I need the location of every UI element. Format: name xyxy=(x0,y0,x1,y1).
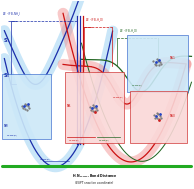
Text: ZPE$_{\rm FBI(S_1)}$: ZPE$_{\rm FBI(S_1)}$ xyxy=(112,95,124,101)
Text: ZPE$_{\rm FBI(S_1)}$: ZPE$_{\rm FBI(S_1)}$ xyxy=(98,138,110,144)
Bar xyxy=(2,74,51,139)
Text: S$_0$: S$_0$ xyxy=(3,71,10,80)
Text: $\Delta E^*$(FBI-H$_2$O): $\Delta E^*$(FBI-H$_2$O) xyxy=(119,28,139,36)
Text: ZPE$_{\rm FBI(S_1)}$: ZPE$_{\rm FBI(S_1)}$ xyxy=(68,138,80,144)
Text: ZPE$_{\rm FBI(S_1)}$: ZPE$_{\rm FBI(S_1)}$ xyxy=(131,83,143,88)
Text: $\Delta E^*$(FBI-H$_2$O): $\Delta E^*$(FBI-H$_2$O) xyxy=(85,17,105,25)
Bar xyxy=(130,91,187,143)
Text: S$_0$: S$_0$ xyxy=(3,123,9,130)
Bar xyxy=(65,72,124,143)
Text: S$_1$: S$_1$ xyxy=(66,103,73,110)
Text: ZPE$_{\rm FBI(S_0)}$: ZPE$_{\rm FBI(S_0)}$ xyxy=(39,157,51,163)
Text: ZPE$_{\rm FBI(S_0)}$: ZPE$_{\rm FBI(S_0)}$ xyxy=(6,134,18,139)
Text: $\Delta E^*$(FBI-NH$_3$): $\Delta E^*$(FBI-NH$_3$) xyxy=(2,11,21,19)
Bar xyxy=(127,35,188,92)
Text: H–N$_{\mathregular{pyridyl}}$ Bond Distance: H–N$_{\mathregular{pyridyl}}$ Bond Dista… xyxy=(72,172,117,179)
Text: S$_1$: S$_1$ xyxy=(169,54,176,62)
Text: (ESPT reaction coordinate): (ESPT reaction coordinate) xyxy=(75,181,113,185)
Text: S$_1$: S$_1$ xyxy=(3,36,10,45)
Text: S$_0$: S$_0$ xyxy=(169,112,176,120)
